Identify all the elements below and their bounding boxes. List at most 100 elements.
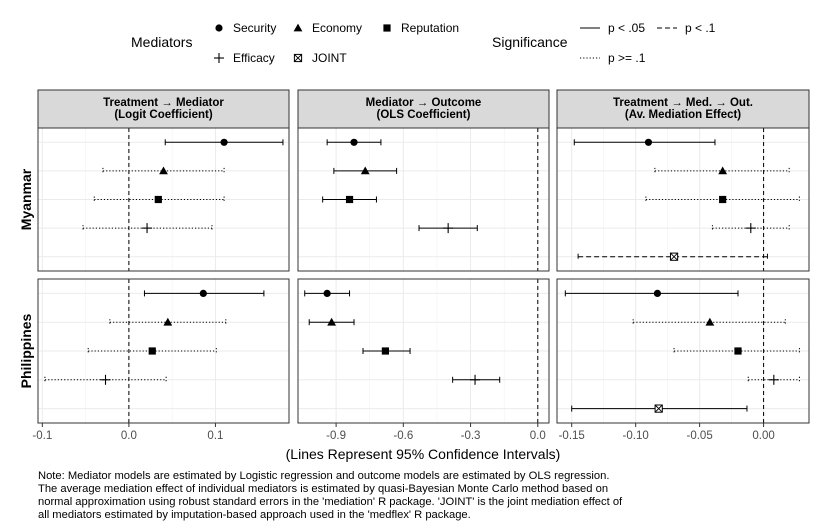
facet-strip-title: (OLS Coefficient) bbox=[377, 109, 471, 121]
legend-item-reputation: Reputation bbox=[383, 21, 459, 35]
x-tick-label: -0.1 bbox=[32, 430, 52, 442]
x-tick-label: -0.05 bbox=[687, 430, 713, 442]
point-marker bbox=[669, 252, 679, 261]
point-marker bbox=[705, 317, 715, 326]
x-axis-title: (Lines Represent 95% Confidence Interval… bbox=[286, 446, 561, 462]
x-tick-label: 0.0 bbox=[530, 430, 546, 442]
estimate-reputation bbox=[645, 195, 800, 204]
x-tick-label: -0.15 bbox=[559, 430, 585, 442]
legend-title-mediators: Mediators bbox=[131, 34, 192, 50]
x-tick-label: -0.6 bbox=[393, 430, 413, 442]
legend-label: Economy bbox=[312, 21, 362, 35]
panel bbox=[297, 278, 550, 424]
point-marker bbox=[159, 166, 168, 175]
estimate-economy bbox=[333, 166, 398, 175]
estimate-efficacy bbox=[747, 374, 800, 385]
legend-label: Efficacy bbox=[233, 51, 275, 65]
point-marker bbox=[443, 223, 454, 234]
point-marker bbox=[350, 138, 358, 146]
estimate-joint bbox=[577, 252, 768, 261]
point-marker bbox=[654, 404, 663, 413]
reputation-marker bbox=[383, 24, 391, 32]
footnote: Note: Mediator models are estimated by L… bbox=[38, 470, 623, 521]
estimate-economy bbox=[654, 166, 790, 175]
point-marker bbox=[719, 195, 727, 204]
panel bbox=[556, 278, 810, 424]
point-marker bbox=[148, 347, 156, 355]
estimate-security bbox=[304, 289, 351, 297]
estimate-reputation bbox=[93, 195, 225, 204]
point-marker bbox=[323, 289, 331, 297]
legend-label: p < .1 bbox=[685, 21, 716, 35]
facet-strip-title: Mediator → Outcome bbox=[366, 97, 482, 109]
x-axis: -0.9 -0.6 -0.3 0.0 bbox=[326, 423, 546, 442]
estimate-security bbox=[326, 138, 382, 146]
estimate-reputation bbox=[362, 347, 411, 355]
point-marker bbox=[100, 374, 111, 385]
panel-border bbox=[556, 278, 810, 424]
facet-strip-title: Treatment → Mediator bbox=[103, 97, 224, 109]
estimate-joint bbox=[571, 404, 748, 413]
point-marker bbox=[718, 166, 728, 175]
facet-strip-title: (Logit Coefficient) bbox=[114, 109, 213, 121]
point-marker bbox=[154, 195, 162, 204]
point-marker bbox=[345, 195, 354, 204]
joint-marker bbox=[293, 53, 303, 63]
facet-strip-title: (Av. Mediation Effect) bbox=[625, 109, 741, 121]
estimate-economy bbox=[308, 317, 355, 326]
point-marker bbox=[470, 374, 481, 385]
estimate-security bbox=[564, 289, 739, 297]
legend-item-significance: p >= .1 bbox=[580, 51, 646, 65]
x-tick-label: -0.9 bbox=[326, 430, 346, 442]
legend-item-security: Security bbox=[215, 21, 276, 35]
legend-item-efficacy: Efficacy bbox=[214, 51, 275, 65]
panel bbox=[297, 127, 550, 272]
row-label: Myanmar bbox=[18, 168, 34, 230]
panel-border bbox=[297, 127, 550, 272]
panel-border bbox=[37, 278, 290, 424]
economy-marker bbox=[293, 23, 303, 32]
panel-border bbox=[37, 127, 290, 272]
point-marker bbox=[644, 138, 653, 146]
legend: Mediators Security Economy Reputation Effica… bbox=[131, 21, 716, 65]
legend-item-significance: p < .1 bbox=[657, 21, 716, 35]
estimate-economy bbox=[102, 166, 225, 175]
point-marker bbox=[199, 289, 207, 297]
legend-label: p >= .1 bbox=[608, 51, 646, 65]
point-marker bbox=[220, 138, 228, 146]
point-marker bbox=[360, 166, 370, 175]
point-marker bbox=[381, 347, 390, 355]
facet-strip: Treatment → Mediator(Logit Coefficient) bbox=[37, 89, 290, 129]
facet-strip: Treatment → Med. → Out.(Av. Mediation Ef… bbox=[556, 89, 810, 129]
estimate-security bbox=[164, 138, 284, 146]
x-axis: -0.1 0.0 0.1 bbox=[32, 423, 223, 442]
x-tick-label: 0.00 bbox=[752, 430, 774, 442]
x-axis: -0.15 -0.10 -0.05 0.00 bbox=[559, 423, 775, 442]
panel-border bbox=[556, 127, 810, 272]
panel bbox=[37, 278, 290, 424]
panel bbox=[37, 127, 290, 272]
facet-strip-title: Treatment → Med. → Out. bbox=[613, 97, 753, 109]
legend-item-economy: Economy bbox=[293, 21, 362, 35]
panel bbox=[556, 127, 810, 272]
estimate-economy bbox=[632, 317, 786, 326]
estimate-security bbox=[143, 289, 265, 297]
estimate-reputation bbox=[87, 347, 217, 355]
legend-item-significance: p < .05 bbox=[580, 21, 645, 35]
point-marker bbox=[653, 289, 662, 297]
legend-label: Security bbox=[233, 21, 276, 35]
legend-label: p < .05 bbox=[608, 21, 645, 35]
panel-border bbox=[297, 278, 550, 424]
estimate-efficacy bbox=[418, 223, 478, 234]
estimate-security bbox=[573, 138, 716, 146]
point-marker bbox=[768, 374, 779, 385]
estimate-reputation bbox=[322, 195, 377, 204]
legend-item-joint: JOINT bbox=[293, 51, 347, 65]
estimate-efficacy bbox=[44, 374, 167, 385]
point-marker bbox=[327, 317, 337, 326]
efficacy-marker bbox=[214, 53, 224, 63]
point-marker bbox=[734, 347, 742, 355]
x-tick-label: -0.3 bbox=[461, 430, 481, 442]
estimate-efficacy bbox=[452, 374, 501, 385]
